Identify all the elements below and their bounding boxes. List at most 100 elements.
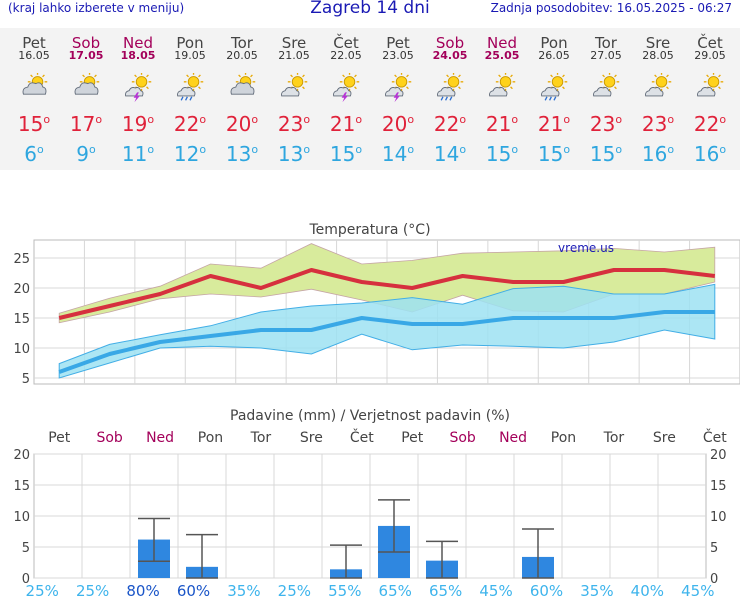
precipitation-probability-label: 40%: [631, 582, 664, 600]
max-temp: 21o: [537, 112, 571, 136]
day-name: Tor: [595, 34, 617, 52]
min-temp: 14o: [381, 142, 415, 166]
page-title: Zagreb 14 dni: [310, 0, 430, 18]
day-column: Pon 19.05 22o 12o: [164, 28, 216, 170]
sun-cloud-rain-icon: [177, 73, 204, 101]
min-temp: 15o: [485, 142, 519, 166]
day-date: 25.05: [484, 49, 520, 62]
x-tick-label: Sob: [96, 430, 122, 446]
min-temp: 13o: [225, 142, 259, 166]
y-tick-label-left: 20: [13, 448, 30, 463]
daily-forecast-strip: Pet 16.05 15o 6o Sob 17.05 17o 9o Ned 18.05 19o 11o…: [0, 28, 740, 170]
day-column: Sob 24.05 22o 14o: [424, 28, 476, 170]
min-temp: 16o: [641, 142, 675, 166]
x-tick-label: Sre: [300, 430, 323, 446]
sun-cloud-icon: [645, 73, 672, 97]
sun-cloud-icon: [281, 73, 308, 97]
x-tick-label: Ned: [146, 430, 174, 446]
precipitation-probability-label: 80%: [126, 582, 159, 600]
min-temp: 13o: [277, 142, 311, 166]
max-temp: 19o: [121, 112, 155, 136]
max-temp: 22o: [693, 112, 727, 136]
max-temp: 21o: [485, 112, 519, 136]
max-temp: 17o: [69, 112, 103, 136]
day-date: 26.05: [538, 49, 570, 62]
x-tick-label: Čet: [350, 428, 374, 446]
sun-cloud-icon: [697, 73, 724, 97]
day-date: 16.05: [18, 49, 50, 62]
day-name: Sob: [435, 34, 465, 52]
min-temp: 15o: [329, 142, 363, 166]
day-name: Pet: [22, 34, 46, 52]
sun-cloud-rain-icon: [437, 73, 464, 101]
sun-cloud-storm-icon: [333, 73, 360, 103]
cloudy-sun-icon: [74, 73, 100, 95]
day-name: Ned: [123, 34, 153, 52]
x-tick-label: Pet: [401, 430, 424, 446]
day-column: Tor 20.05 20o 13o: [216, 28, 268, 170]
precipitation-probability-label: 60%: [177, 582, 210, 600]
precipitation-probability-label: 35%: [227, 582, 260, 600]
day-name: Sob: [71, 34, 101, 52]
day-date: 29.05: [694, 49, 726, 62]
x-tick-label: Pet: [48, 430, 71, 446]
sun-cloud-storm-icon: [385, 73, 412, 103]
day-date: 27.05: [590, 49, 622, 62]
day-date: 28.05: [642, 49, 674, 62]
day-column: Sre 21.05 23o 13o: [268, 28, 320, 170]
x-tick-label: Pon: [551, 430, 576, 446]
x-tick-label: Ned: [499, 430, 527, 446]
day-date: 19.05: [174, 49, 206, 62]
y-tick-label-right: 0: [710, 572, 718, 587]
day-name: Ned: [487, 34, 517, 52]
precipitation-probability-label: 45%: [681, 582, 714, 600]
max-temp: 21o: [329, 112, 363, 136]
precipitation-chart-title: Padavine (mm) / Verjetnost padavin (%): [230, 408, 510, 424]
precipitation-probability-label: 60%: [530, 582, 563, 600]
y-tick-label-left: 0: [22, 572, 30, 587]
min-temp: 14o: [433, 142, 467, 166]
day-name: Sre: [645, 34, 671, 52]
precipitation-probability-label: 55%: [328, 582, 361, 600]
day-column: Sre 28.05 23o 16o: [632, 28, 684, 170]
y-tick-label: 20: [13, 282, 30, 297]
y-tick-label-left: 5: [22, 541, 30, 556]
day-date: 20.05: [226, 49, 258, 62]
day-column: Ned 18.05 19o 11o: [112, 28, 164, 170]
day-column: Čet 29.05 22o 16o: [684, 28, 736, 170]
cloudy-sun-icon: [22, 73, 48, 95]
min-temp-line: [58, 310, 715, 374]
day-name: Čet: [333, 34, 359, 52]
max-temp-line: [58, 268, 716, 320]
y-tick-label-right: 20: [710, 448, 727, 463]
precipitation-probability-label: 25%: [76, 582, 109, 600]
y-tick-label-right: 10: [710, 510, 727, 525]
day-date: 21.05: [278, 49, 310, 62]
menu-hint: (kraj lahko izberete v meniju): [8, 1, 185, 15]
day-column: Tor 27.05 23o 15o: [580, 28, 632, 170]
day-date: 18.05: [120, 49, 156, 62]
day-name: Tor: [231, 34, 253, 52]
precipitation-probability-label: 25%: [278, 582, 311, 600]
last-updated: Zadnja posodobitev: 16.05.2025 - 06:27: [490, 1, 732, 15]
max-temp: 23o: [589, 112, 623, 136]
x-tick-label: Sob: [449, 430, 475, 446]
min-temp: 9o: [76, 142, 96, 166]
cloudy-sun-icon: [230, 73, 256, 95]
day-column: Ned 25.05 21o 15o: [476, 28, 528, 170]
min-temp: 15o: [589, 142, 623, 166]
precipitation-probability-label: 35%: [580, 582, 613, 600]
day-column: Pet 16.05 15o 6o: [8, 28, 60, 170]
day-date: 23.05: [382, 49, 414, 62]
x-tick-label: Čet: [703, 428, 727, 446]
x-tick-label: Tor: [603, 430, 625, 446]
y-tick-label-right: 15: [710, 479, 727, 494]
precipitation-probability-label: 65%: [379, 582, 412, 600]
day-name: Pon: [540, 34, 568, 52]
top-bar: (kraj lahko izberete v meniju) Zagreb 14…: [0, 0, 740, 20]
min-temp-band: [58, 283, 716, 379]
day-column: Čet 22.05 21o 15o: [320, 28, 372, 170]
precipitation-probability-label: 65%: [429, 582, 462, 600]
min-temp: 6o: [24, 142, 44, 166]
y-tick-label: 5: [22, 372, 30, 387]
